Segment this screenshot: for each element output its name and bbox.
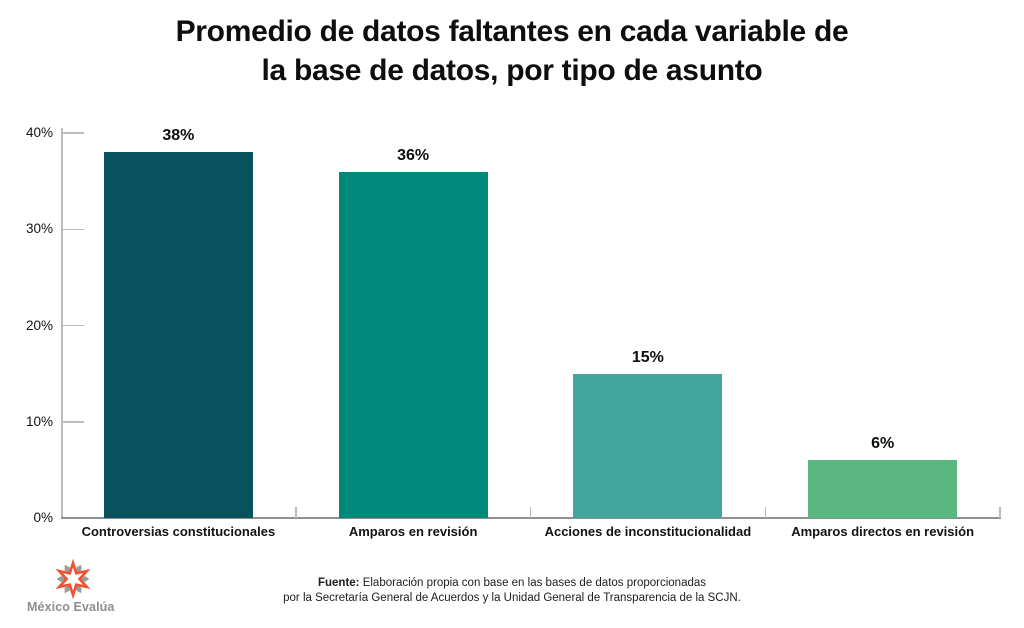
y-tick-label-10%: 10% xyxy=(25,413,53,429)
bar-value-label-4: 6% xyxy=(871,435,895,453)
y-axis xyxy=(61,128,63,518)
category-label-4: Amparos directos en revisión xyxy=(791,524,975,539)
logo-text: México Evalúa xyxy=(27,600,115,614)
x-boundary-tick-1 xyxy=(295,507,297,518)
starburst-orange-star xyxy=(55,558,91,600)
plot-area: 0% 10% 20% 30% 40% 38% Controversias constituc… xyxy=(26,125,1001,539)
category-label-2: Amparos en revisión xyxy=(348,524,478,539)
x-boundary-tick-2 xyxy=(529,507,532,518)
x-boundary-tick-4 xyxy=(999,507,1001,518)
bar-value-label-3: 15% xyxy=(631,348,664,366)
y-tick-10% xyxy=(62,421,84,423)
bar-2 xyxy=(338,171,488,518)
chart-title-line1: Promedio de datos faltantes en cada vari… xyxy=(175,15,849,48)
y-tick-label-20%: 20% xyxy=(25,317,53,333)
y-tick-label-0%: 0% xyxy=(33,510,53,525)
source-note-line1: Fuente: Elaboración propia con base en l… xyxy=(317,577,707,589)
x-boundary-tick-3 xyxy=(764,507,766,518)
y-tick-20% xyxy=(62,324,84,327)
bar-4 xyxy=(808,460,958,518)
source-label: Fuente: xyxy=(317,577,360,589)
y-tick-label-40%: 40% xyxy=(25,125,53,140)
y-tick-30% xyxy=(62,228,84,230)
chart-title-line2: la base de datos, por tipo de asunto xyxy=(261,54,763,87)
y-tick-label-30%: 30% xyxy=(25,221,53,237)
starburst-logo-icon xyxy=(55,558,91,600)
chart-title: Promedio de datos faltantes en cada vari… xyxy=(0,12,1024,90)
bar-1 xyxy=(103,152,253,518)
source-note-line2: por la Secretaría General de Acuerdos y … xyxy=(283,592,741,604)
bar-value-label-2: 36% xyxy=(397,146,430,164)
bar-value-label-1: 38% xyxy=(162,127,195,145)
category-label-1: Controversias constitucionales xyxy=(81,524,276,539)
category-label-3: Acciones de inconstitucionalidad xyxy=(544,524,752,539)
y-tick-40% xyxy=(62,132,84,134)
source-note: Fuente: Elaboración propia con base en l… xyxy=(0,576,1024,606)
starburst-gray-diamonds xyxy=(56,564,90,594)
x-axis xyxy=(61,517,1001,519)
bar-3 xyxy=(573,373,723,518)
